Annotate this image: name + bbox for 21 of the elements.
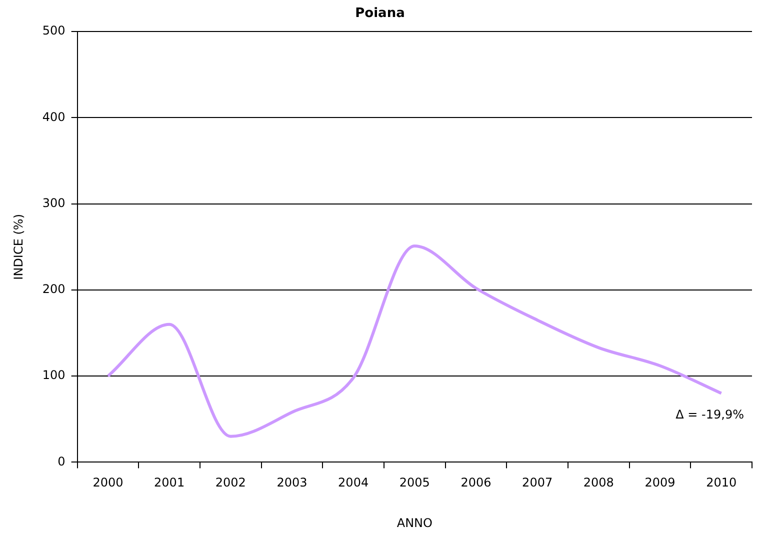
x-axis-title: ANNO — [396, 516, 432, 530]
x-tick-label: 2009 — [644, 476, 676, 490]
y-tick-label: 500 — [42, 24, 66, 38]
x-tick-label: 2007 — [522, 476, 553, 490]
y-tick-label: 400 — [42, 110, 66, 124]
chart-title: Poiana — [355, 6, 405, 22]
x-tick-label: 2008 — [583, 476, 614, 490]
y-axis-title: INDICE (%) — [11, 214, 26, 280]
y-tick-label: 300 — [42, 196, 66, 210]
y-tick-label: 100 — [42, 368, 66, 382]
annotation: Δ = -19,9% — [676, 407, 744, 422]
x-tick-label: 2010 — [706, 476, 737, 490]
x-tick-label: 2004 — [338, 476, 369, 490]
x-tick-label: 2003 — [276, 476, 308, 490]
y-tick-label: 200 — [42, 282, 66, 296]
x-tick-label: 2005 — [399, 476, 430, 490]
x-tick-label: 2006 — [460, 476, 492, 490]
y-tick-label: 0 — [58, 454, 66, 468]
x-tick-label: 2001 — [154, 476, 185, 490]
x-tick-label: 2000 — [92, 476, 124, 490]
x-tick-label: 2002 — [215, 476, 246, 490]
